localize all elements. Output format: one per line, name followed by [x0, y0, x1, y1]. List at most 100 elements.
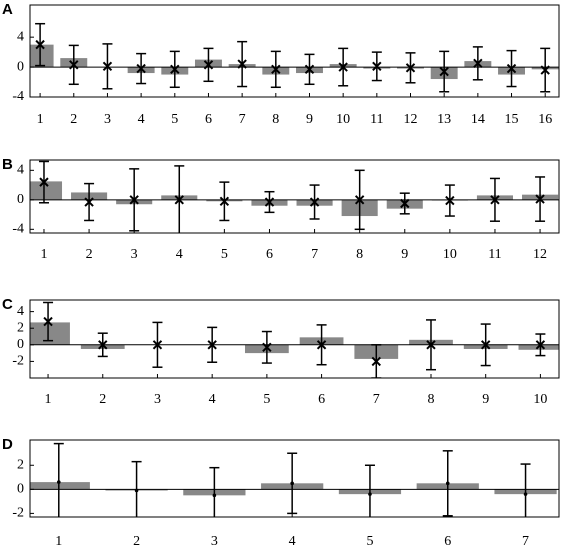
bar [30, 482, 90, 490]
y-tick-label: 2 [17, 320, 24, 335]
plot-frame [29, 439, 560, 518]
x-tick-label: 3 [211, 534, 218, 549]
mean-marker [473, 58, 483, 69]
mean-marker [212, 493, 217, 498]
x-tick-label: 3 [104, 112, 111, 127]
x-tick-label: 4 [176, 247, 183, 262]
bar [30, 181, 63, 200]
x-tick-label: 10 [443, 247, 457, 262]
x-tick-label: 3 [131, 247, 138, 262]
plot-frame [29, 159, 560, 234]
mean-marker [174, 195, 184, 205]
mean-marker [304, 64, 315, 75]
x-tick-label: 7 [239, 112, 246, 127]
x-tick-label: 9 [482, 392, 489, 407]
panel-label: D [2, 436, 13, 453]
x-tick-label: 4 [209, 392, 216, 407]
x-tick-label: 9 [306, 112, 313, 127]
mean-marker [43, 316, 53, 327]
x-tick-label: 13 [437, 112, 451, 127]
mean-marker [309, 197, 320, 207]
x-tick-label: 1 [55, 534, 62, 549]
x-tick-label: 6 [205, 112, 212, 127]
x-tick-label: 7 [373, 392, 380, 407]
x-tick-label: 16 [538, 112, 552, 127]
mean-marker [170, 64, 180, 75]
mean-marker [405, 63, 416, 73]
y-tick-label: 4 [17, 29, 24, 44]
panel-label: A [2, 1, 13, 18]
bar [30, 322, 70, 345]
mean-marker [445, 195, 455, 206]
x-tick-label: 7 [522, 534, 529, 549]
mean-marker [56, 480, 61, 484]
y-tick-label: -2 [12, 506, 24, 521]
x-tick-label: 6 [444, 534, 451, 549]
mean-marker [102, 61, 113, 72]
x-tick-label: 9 [401, 247, 408, 262]
mean-marker [368, 492, 372, 496]
x-tick-label: 12 [404, 112, 418, 127]
mean-marker [98, 340, 108, 350]
x-tick-label: 14 [471, 112, 485, 127]
y-tick-label: -4 [12, 89, 24, 104]
mean-marker [426, 340, 436, 350]
x-tick-label: 10 [336, 112, 350, 127]
mean-marker [372, 61, 382, 72]
x-tick-label: 1 [40, 247, 47, 262]
y-tick-label: 0 [17, 482, 24, 497]
mean-marker [39, 177, 49, 187]
mean-marker [35, 39, 45, 50]
x-tick-label: 8 [427, 392, 434, 407]
x-tick-label: 4 [289, 534, 296, 549]
mean-marker [207, 340, 217, 350]
mean-marker [203, 60, 214, 70]
y-tick-label: 0 [17, 192, 24, 207]
mean-marker [338, 62, 348, 72]
x-tick-label: 2 [86, 247, 93, 262]
mean-marker [400, 198, 410, 209]
mean-marker [480, 340, 491, 350]
x-tick-label: 5 [221, 247, 228, 262]
x-tick-label: 3 [154, 392, 161, 407]
mean-marker [219, 196, 230, 207]
mean-marker [152, 340, 163, 350]
x-tick-label: 2 [99, 392, 106, 407]
y-tick-label: -2 [12, 354, 24, 369]
x-tick-label: 6 [318, 392, 325, 407]
mean-marker [69, 60, 79, 70]
x-tick-label: 8 [356, 247, 363, 262]
x-tick-label: 5 [366, 534, 373, 549]
y-tick-label: 0 [17, 59, 24, 74]
x-tick-label: 2 [133, 534, 140, 549]
mean-marker [506, 63, 517, 74]
mean-marker [237, 59, 247, 69]
mean-marker [535, 194, 545, 204]
mean-marker [271, 64, 281, 75]
mean-marker [84, 197, 94, 207]
x-tick-label: 15 [505, 112, 519, 127]
panel-label: B [2, 156, 13, 173]
mean-marker [439, 66, 449, 77]
mean-marker [290, 481, 294, 486]
x-tick-label: 8 [272, 112, 279, 127]
x-tick-label: 11 [488, 247, 501, 262]
y-tick-label: 2 [17, 457, 24, 472]
bar [30, 44, 54, 68]
x-tick-label: 6 [266, 247, 273, 262]
mean-marker [316, 340, 327, 350]
mean-marker [136, 63, 146, 74]
mean-marker [523, 492, 528, 496]
y-tick-label: 0 [17, 337, 24, 352]
mean-marker [540, 65, 550, 75]
x-tick-label: 12 [533, 247, 547, 262]
mean-marker [134, 488, 139, 493]
panel-label: C [2, 296, 13, 313]
mean-marker [445, 481, 450, 486]
x-tick-label: 11 [370, 112, 383, 127]
mean-marker [490, 195, 500, 205]
x-tick-label: 1 [37, 112, 44, 127]
x-tick-label: 5 [171, 112, 178, 127]
mean-marker [262, 342, 272, 353]
mean-marker [129, 195, 139, 205]
